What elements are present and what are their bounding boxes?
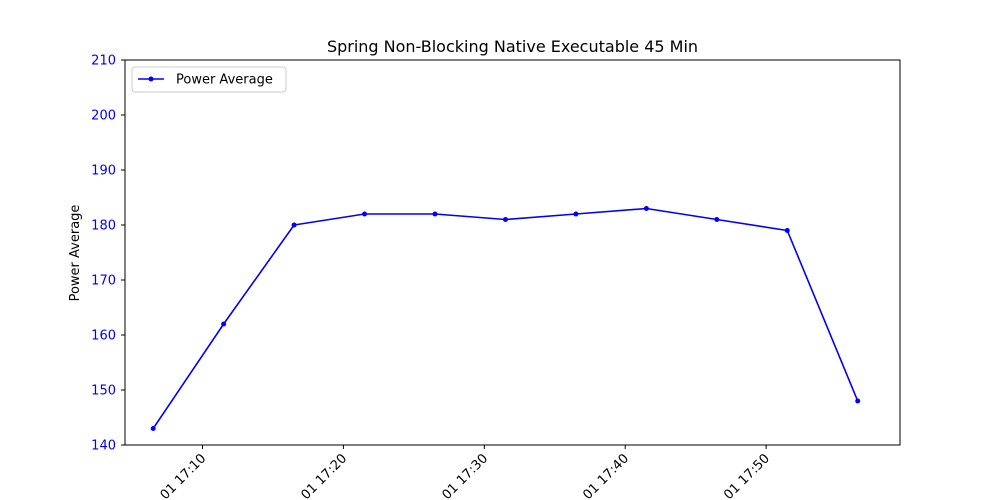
y-tick-label: 200: [91, 109, 116, 124]
series-line: [152, 207, 859, 429]
x-tick-label: 01 17:10: [158, 451, 210, 500]
legend-point-marker: [148, 76, 154, 82]
legend: Power Average: [131, 66, 287, 93]
legend-box: [131, 66, 287, 93]
y-tick-label: 170: [91, 274, 116, 289]
y-tick-label: 190: [91, 164, 116, 179]
data-point: [291, 222, 297, 228]
y-tick-label: 210: [91, 54, 116, 69]
y-tick-label: 140: [91, 439, 116, 454]
x-tick-label: 01 17:30: [439, 451, 491, 500]
data-point: [784, 228, 790, 233]
data-point: [502, 217, 508, 222]
data-point: [643, 206, 649, 211]
data-point: [573, 211, 579, 217]
data-point: [432, 211, 438, 217]
series-layer: [150, 206, 861, 431]
y-axis-label: Power Average: [68, 205, 83, 302]
y-tick-label: 180: [91, 219, 116, 234]
plot-frame: [124, 59, 901, 446]
x-tick-label: 01 17:50: [721, 451, 773, 500]
y-tick-label: 150: [91, 384, 116, 399]
x-tick-label: 01 17:40: [580, 451, 632, 500]
chart-title: Spring Non-Blocking Native Executable 45…: [327, 37, 698, 56]
y-axis: 140 150 160 170 180 190 200 210: [91, 54, 125, 454]
x-axis: 01 17:10 01 17:20 01 17:30 01 17:40 01 17:50: [158, 445, 773, 500]
data-point: [362, 211, 368, 217]
data-point: [714, 217, 720, 222]
y-tick-label: 160: [91, 329, 116, 344]
x-tick-label: 01 17:20: [299, 451, 351, 500]
data-point: [221, 321, 227, 327]
data-point: [855, 398, 861, 404]
data-point: [150, 426, 156, 431]
legend-label: Power Average: [176, 73, 273, 88]
